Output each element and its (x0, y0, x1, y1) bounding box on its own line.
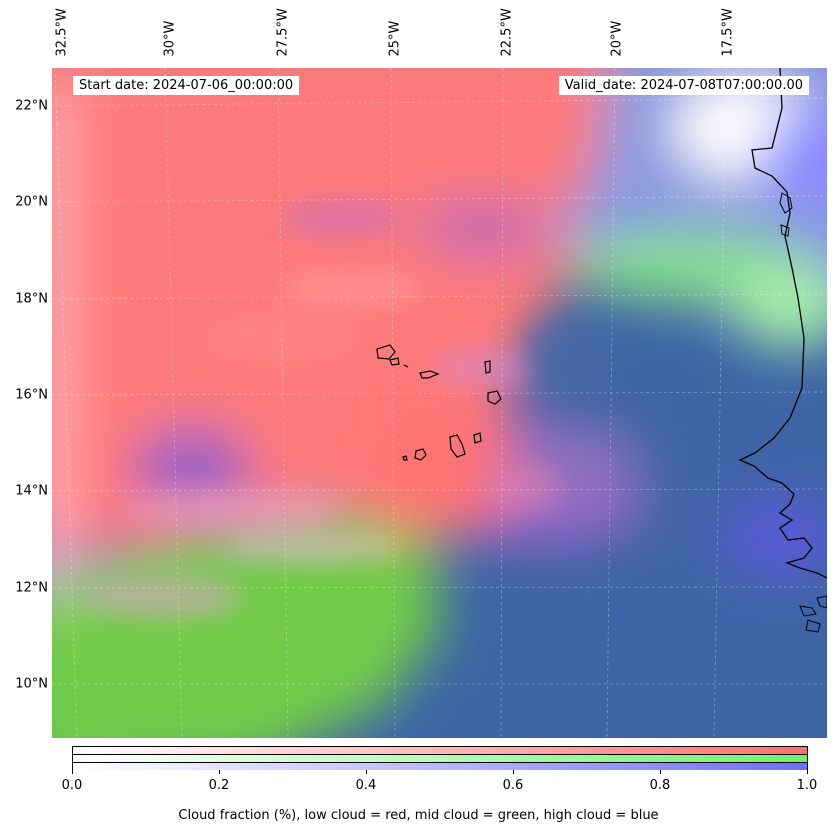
colorbar-tick-label: 0.2 (208, 778, 230, 793)
lat-label-20n: 20°N (15, 194, 48, 210)
lat-label-16n: 16°N (15, 387, 48, 403)
island-santa-luzia (403, 364, 409, 368)
island-bissagos-2 (805, 619, 821, 633)
colorbar-tick (807, 770, 808, 774)
island-sal (484, 360, 491, 374)
start-date-label: Start date: 2024-07-06_00:00:00 (73, 76, 300, 95)
lon-label-30w: 30°W (162, 20, 178, 57)
cloud-fraction-map[interactable] (52, 68, 827, 738)
colorbar-tick (219, 770, 220, 774)
purple-patch-north (412, 198, 552, 258)
purple-patch-west (132, 428, 252, 508)
mid-cloud-region-sw (52, 508, 442, 738)
colorbar-label: Cloud fraction (%), low cloud = red, mid… (178, 808, 659, 823)
island-sao-nicolau (419, 370, 440, 379)
island-santiago (449, 434, 466, 458)
low-cloud-region (52, 68, 692, 546)
lon-label-25w: 25°W (387, 20, 403, 57)
colorbar (72, 746, 808, 770)
coastline-detail-2 (780, 224, 790, 237)
lon-label-20w: 20°W (609, 20, 625, 57)
colorbar-tick (366, 770, 367, 774)
cape-verde-islands (376, 344, 502, 461)
cloud-texture (82, 198, 622, 618)
island-maio (473, 432, 482, 444)
mid-cloud-patch-coast (732, 268, 827, 348)
colorbar-tick-label: 0.0 (61, 778, 83, 793)
colorbar-tick (513, 770, 514, 774)
lat-label-18n: 18°N (15, 291, 48, 307)
lon-label-32-5w: 32.5°W (54, 8, 70, 57)
colorbar-low-cloud (73, 747, 807, 755)
colorbar-tick (660, 770, 661, 774)
high-cloud-patch-se (722, 498, 827, 578)
island-santo-antao (376, 344, 396, 360)
map-canvas (52, 68, 827, 738)
low-cloud-tongue (352, 398, 532, 538)
lat-label-12n: 12°N (15, 580, 48, 596)
lat-label-14n: 14°N (15, 483, 48, 499)
colorbar-tick-label: 0.6 (502, 778, 524, 793)
lon-label-22-5w: 22.5°W (499, 8, 515, 57)
island-brava (402, 455, 408, 461)
colorbar-tick (72, 770, 73, 774)
island-fogo (414, 448, 427, 461)
lon-label-17-5w: 17.5°W (720, 8, 736, 57)
colorbar-high-cloud (73, 763, 807, 770)
colorbar-mid-cloud (73, 755, 807, 763)
coastline-detail-1 (779, 192, 793, 214)
valid-date-label: Valid_date: 2024-07-08T07:00:00.00 (558, 76, 809, 95)
island-bissagos-1 (799, 605, 817, 617)
coastline-africa (738, 68, 827, 579)
island-sao-vicente (389, 357, 400, 366)
lat-label-10n: 10°N (15, 676, 48, 692)
island-bissagos-3 (816, 595, 827, 609)
island-boa-vista (487, 390, 502, 405)
pale-strip-west (52, 88, 72, 608)
lon-label-27-5w: 27.5°W (275, 8, 291, 57)
gridlines (52, 68, 827, 738)
colorbar-tick-label: 0.8 (649, 778, 671, 793)
colorbar-tick-label: 0.4 (355, 778, 377, 793)
lat-label-22n: 22°N (15, 98, 48, 114)
colorbar-tick-label: 1.0 (796, 778, 818, 793)
